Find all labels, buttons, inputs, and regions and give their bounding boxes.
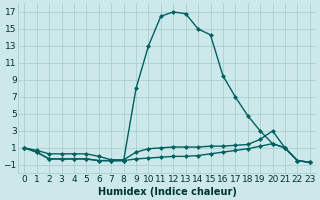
X-axis label: Humidex (Indice chaleur): Humidex (Indice chaleur) — [98, 187, 236, 197]
